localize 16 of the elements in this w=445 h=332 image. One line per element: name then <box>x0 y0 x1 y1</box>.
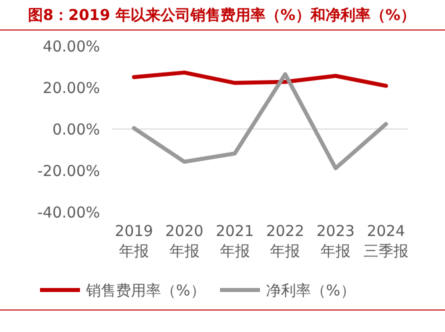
y-tick-label: 20.00% <box>42 78 100 97</box>
legend-label: 净利率（%） <box>266 281 356 300</box>
line-series <box>132 72 388 170</box>
x-tick-label: 2019 年报 <box>114 222 154 260</box>
x-tick-label: 2022 年报 <box>266 222 304 260</box>
line-series <box>132 70 388 88</box>
y-tick-label: 40.00% <box>42 37 100 56</box>
x-tick-label: 2024 三季报 <box>364 222 408 260</box>
y-tick-label: 0.00% <box>52 120 100 138</box>
y-tick-label: -20.00% <box>37 162 100 180</box>
x-tick-label: 2020 年报 <box>165 222 204 260</box>
y-tick-label: -40.00% <box>37 203 100 222</box>
chart-title: 图8：2019 年以来公司销售费用率（%）和净利率（%） <box>28 6 416 24</box>
legend-label: 销售费用率（%） <box>85 281 206 300</box>
x-tick-label: 2023 年报 <box>316 222 355 260</box>
x-tick-label: 2021 年报 <box>216 222 254 260</box>
